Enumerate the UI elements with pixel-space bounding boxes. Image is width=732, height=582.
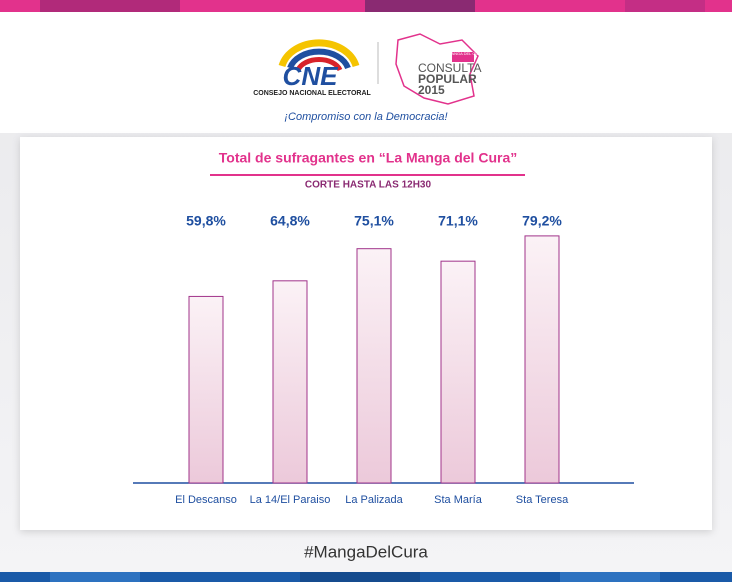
hashtag: #MangaDelCura: [304, 542, 428, 561]
logo-text: CNE: [283, 61, 339, 91]
event-logo: LA MANGA DEL CURA CONSULTA POPULAR 2015: [395, 33, 484, 105]
bar: [524, 235, 560, 484]
value-label: 79,2%: [522, 213, 562, 229]
value-label: 75,1%: [354, 213, 394, 229]
header-bg: [0, 0, 732, 133]
slogan: ¡Compromiso con la Democracia!: [284, 111, 447, 123]
chart-title: Total de sufragantes en “La Manga del Cu…: [219, 150, 517, 166]
bar: [356, 248, 392, 484]
x-tick-label: La 14/El Paraiso: [250, 494, 331, 506]
cne-logo: CNE CONSEJO NACIONAL ELECTORAL: [253, 39, 372, 97]
value-label: 64,8%: [270, 213, 310, 229]
bottom-strip: [0, 572, 732, 582]
chart-subtitle: CORTE HASTA LAS 12H30: [305, 180, 432, 191]
x-tick-label: Sta Teresa: [516, 494, 569, 506]
bar: [272, 280, 308, 484]
event-subtitle: POPULAR: [418, 72, 477, 86]
x-tick-label: Sta María: [434, 494, 483, 506]
value-label: 59,8%: [186, 213, 226, 229]
bar: [188, 295, 224, 484]
bar: [440, 260, 476, 484]
logo-caption: CONSEJO NACIONAL ELECTORAL: [253, 90, 371, 97]
event-title: CONSULTA: [418, 61, 482, 75]
value-label: 71,1%: [438, 213, 478, 229]
x-tick-label: La Palizada: [345, 494, 403, 506]
event-year: 2015: [418, 83, 445, 97]
top-strip: [0, 0, 732, 12]
x-tick-label: El Descanso: [175, 494, 237, 506]
event-small: LA MANGA DEL CURA: [442, 51, 484, 56]
